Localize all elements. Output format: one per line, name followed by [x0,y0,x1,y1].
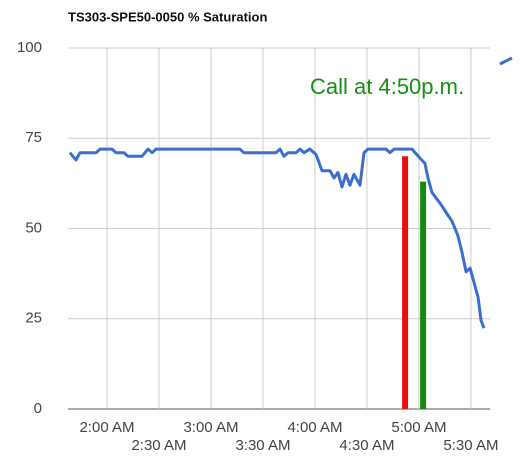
x-tick-label: 4:00 AM [287,419,342,436]
x-tick-label: 4:30 AM [339,437,394,454]
x-tick-label: 3:00 AM [183,419,238,436]
x-tick-label: 5:00 AM [391,419,446,436]
x-tick-label: 2:00 AM [79,419,134,436]
data-line [68,147,486,329]
x-tick-label: 5:30 AM [443,437,498,454]
y-tick-label: 25 [25,310,42,327]
y-tick-label: 75 [25,129,42,146]
annotation: Call at 4:50p.m. [310,74,464,99]
chart-title: TS303-SPE50-0050 % Saturation [68,9,267,24]
y-tick-label: 50 [25,219,42,236]
y-tick-label: 100 [17,39,42,56]
legend-glimpse [499,56,513,66]
x-tick-label: 2:30 AM [131,437,186,454]
x-tick-label: 3:30 AM [235,437,290,454]
y-tick-label: 0 [34,400,42,417]
